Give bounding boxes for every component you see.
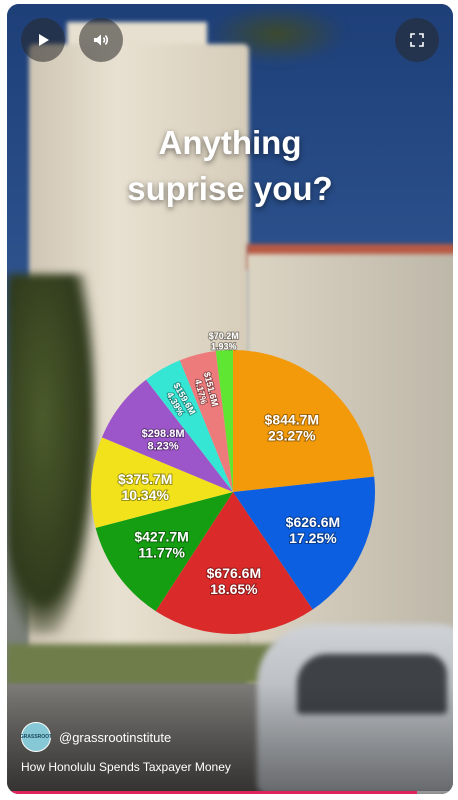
progress-bar[interactable]: [7, 791, 453, 794]
pie-slice: [233, 350, 375, 492]
volume-icon: [94, 34, 109, 46]
volume-button[interactable]: [79, 18, 123, 62]
headline: Anything suprise you?: [7, 120, 453, 212]
pie-percent-label: 11.77%: [138, 545, 185, 561]
background-tree: [7, 274, 97, 634]
background-car-window: [297, 654, 447, 714]
fullscreen-icon: [410, 33, 424, 47]
play-button[interactable]: [21, 18, 65, 62]
channel-handle[interactable]: @grassrootinstitute: [59, 729, 172, 745]
progress-fill: [7, 791, 418, 794]
headline-line-2: suprise you?: [127, 170, 333, 207]
pie-percent-label: 18.65%: [210, 581, 258, 597]
pie-percent-label: 1.93%: [211, 341, 237, 351]
pie-slice: [215, 350, 233, 492]
pie-slice: [91, 437, 234, 528]
pie-percent-label: 10.34%: [121, 487, 169, 503]
pie-value-label: $844.7M: [265, 411, 319, 427]
pie-slice: [95, 492, 233, 612]
headline-line-1: Anything: [158, 124, 302, 161]
pie-slice: [155, 492, 313, 634]
pie-value-label: $298.8M: [142, 428, 185, 440]
pie-percent-label: 23.27%: [268, 427, 316, 443]
channel-avatar[interactable]: GRASSROOT: [19, 722, 53, 752]
avatar-text: GRASSROOT: [19, 734, 53, 740]
pie-slice: [233, 476, 375, 610]
pie-percent-label: 17.25%: [289, 530, 337, 546]
pie-label: $70.2M1.93%: [208, 330, 240, 352]
pie-slice: [179, 351, 233, 492]
pie-slice: [146, 360, 233, 492]
pie-percent-label: 8.23%: [147, 440, 178, 452]
pie-value-label: $676.6M: [207, 565, 261, 581]
pie-value-label: $427.7M: [134, 528, 188, 544]
video-title: How Honolulu Spends Taxpayer Money: [21, 760, 231, 774]
pie-value-label: $626.6M: [286, 514, 340, 530]
pie-slice: [101, 379, 233, 492]
channel-info[interactable]: GRASSROOT @grassrootinstitute: [19, 722, 172, 752]
pie-chart: $844.7M23.27%$626.6M17.25%$676.6M18.65%$…: [91, 330, 375, 634]
video-frame[interactable]: Anything suprise you? $844.7M 23.27% $626.…: [7, 4, 453, 794]
fullscreen-button[interactable]: [395, 18, 439, 62]
footer-shade: [7, 684, 453, 794]
play-icon: [39, 34, 49, 46]
pie-label: $298.8M8.23%: [141, 427, 186, 454]
pie-value-label: $375.7M: [118, 471, 172, 487]
pie-value-label: $70.2M: [209, 331, 239, 341]
